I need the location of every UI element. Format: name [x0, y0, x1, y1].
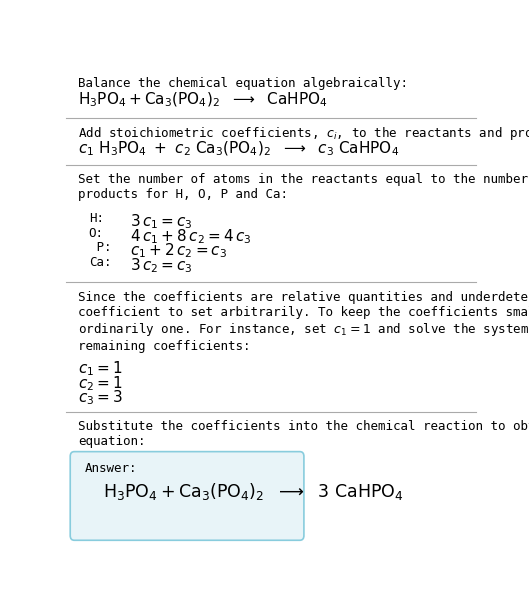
- Text: $\mathregular{H_3PO_4 + Ca_3(PO_4)_2}$  $\longrightarrow$  $\mathregular{CaHPO_4: $\mathregular{H_3PO_4 + Ca_3(PO_4)_2}$ $…: [78, 90, 328, 109]
- Text: Ca:: Ca:: [89, 256, 111, 269]
- Text: $c_2 = 1$: $c_2 = 1$: [78, 374, 123, 393]
- Text: $\mathregular{H_3PO_4 + Ca_3(PO_4)_2}$  $\longrightarrow$  $3\ \mathregular{CaHP: $\mathregular{H_3PO_4 + Ca_3(PO_4)_2}$ $…: [103, 481, 404, 502]
- Text: Balance the chemical equation algebraically:: Balance the chemical equation algebraica…: [78, 78, 408, 90]
- Text: $3\,c_1 = c_3$: $3\,c_1 = c_3$: [130, 212, 193, 231]
- Text: Add stoichiometric coefficients, $c_i$, to the reactants and products:: Add stoichiometric coefficients, $c_i$, …: [78, 125, 529, 142]
- Text: $3\,c_2 = c_3$: $3\,c_2 = c_3$: [130, 256, 193, 275]
- Text: Since the coefficients are relative quantities and underdetermined, choose a
coe: Since the coefficients are relative quan…: [78, 291, 529, 353]
- Text: $4\,c_1 + 8\,c_2 = 4\,c_3$: $4\,c_1 + 8\,c_2 = 4\,c_3$: [130, 227, 251, 246]
- Text: O:: O:: [89, 227, 104, 240]
- Text: Answer:: Answer:: [85, 463, 137, 475]
- Text: P:: P:: [89, 242, 111, 254]
- Text: $c_1 + 2\,c_2 = c_3$: $c_1 + 2\,c_2 = c_3$: [130, 242, 227, 260]
- Text: $c_3 = 3$: $c_3 = 3$: [78, 388, 123, 407]
- FancyBboxPatch shape: [70, 452, 304, 540]
- Text: $c_1 = 1$: $c_1 = 1$: [78, 359, 123, 378]
- Text: $c_1\ \mathregular{H_3PO_4}\ +\ c_2\ \mathregular{Ca_3(PO_4)_2}$  $\longrightarr: $c_1\ \mathregular{H_3PO_4}\ +\ c_2\ \ma…: [78, 140, 399, 158]
- Text: Substitute the coefficients into the chemical reaction to obtain the balanced
eq: Substitute the coefficients into the che…: [78, 420, 529, 448]
- Text: H:: H:: [89, 212, 104, 225]
- Text: Set the number of atoms in the reactants equal to the number of atoms in the
pro: Set the number of atoms in the reactants…: [78, 173, 529, 201]
